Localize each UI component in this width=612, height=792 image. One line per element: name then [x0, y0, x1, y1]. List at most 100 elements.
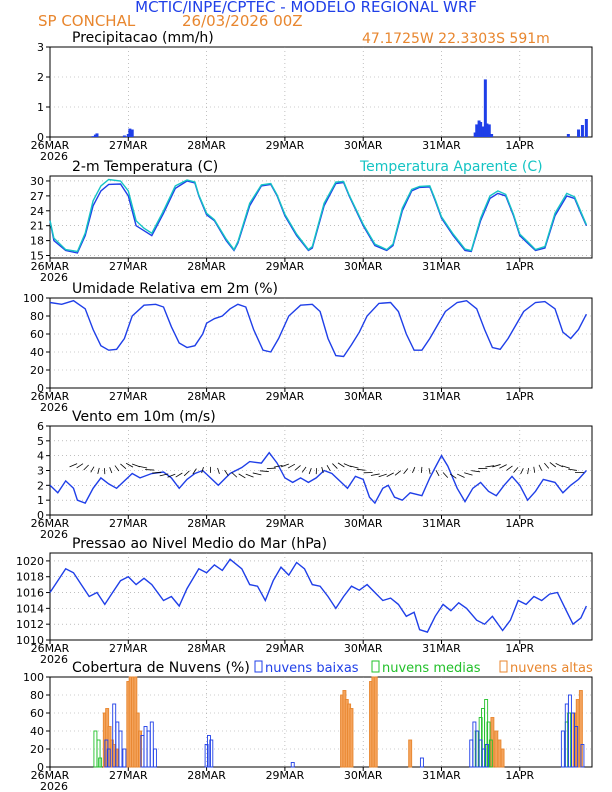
- x-tick-label: 1APR: [505, 390, 534, 403]
- series-line: [49, 451, 587, 505]
- wind-barb: [217, 467, 220, 475]
- cloud-bar: [373, 676, 378, 768]
- x-tick-label: 31MAR: [422, 139, 461, 152]
- y-tick-label: 1016: [16, 587, 44, 600]
- y-tick-label: 18: [30, 235, 44, 248]
- precip-bar: [577, 129, 581, 137]
- x-tick-label: 28MAR: [187, 139, 226, 152]
- wind-barb: [252, 472, 262, 476]
- cloud-bar: [419, 757, 424, 768]
- y-tick-label: 0: [37, 761, 44, 774]
- wind-barbs: [69, 462, 585, 479]
- precip-bar: [487, 124, 491, 137]
- header-title: MCTIC/INPE/CPTEC - MODELO REGIONAL WRF: [135, 0, 477, 16]
- y-tick-label: 24: [30, 205, 44, 218]
- wind-barb: [471, 470, 481, 473]
- cloud-bar: [349, 708, 354, 768]
- series-line: [49, 558, 588, 633]
- y-tick-label: 1012: [16, 618, 44, 631]
- cloud-bar: [497, 739, 502, 768]
- x-tick-label: 27MAR: [109, 517, 148, 530]
- x-tick-label: 31MAR: [422, 642, 461, 655]
- precip-bar: [473, 132, 477, 137]
- cloud-bar: [290, 762, 295, 768]
- wind-barb: [287, 463, 296, 469]
- wind-barb: [386, 472, 394, 477]
- cloud-bar: [106, 748, 111, 768]
- precip-bar: [130, 129, 134, 137]
- x-tick-label: 28MAR: [187, 769, 226, 782]
- x-year-label: 2026: [40, 780, 68, 792]
- y-tick-label: 1020: [16, 555, 44, 568]
- x-tick-label: 29MAR: [266, 769, 305, 782]
- x-tick-label: 1APR: [505, 517, 534, 530]
- cloud-bar: [580, 744, 585, 768]
- x-tick-label: 30MAR: [344, 390, 383, 403]
- x-tick-label: 30MAR: [344, 517, 383, 530]
- x-tick-label: 1APR: [505, 260, 534, 273]
- panel-title: 2-m Temperatura (C): [72, 159, 218, 175]
- x-tick-label: 29MAR: [266, 517, 305, 530]
- cloud-bar: [408, 739, 413, 768]
- wind-barb: [266, 467, 276, 469]
- wind-barb: [231, 472, 238, 478]
- wind-barb: [378, 473, 387, 478]
- wind-barb: [109, 467, 113, 474]
- cloud-bar: [560, 730, 565, 768]
- wind-barb: [259, 470, 269, 472]
- x-tick-label: 29MAR: [266, 642, 305, 655]
- y-tick-label: 40: [30, 346, 44, 359]
- wind-barb: [192, 468, 197, 475]
- header-location: SP CONCHAL: [38, 12, 136, 30]
- cloud-bar: [146, 730, 151, 768]
- cloud-bar: [122, 748, 127, 768]
- x-tick-label: 26MAR: [31, 517, 70, 530]
- cloud-bar: [143, 726, 148, 768]
- panel-frame: [49, 297, 593, 389]
- cloud-bar: [140, 735, 145, 768]
- wind-barb: [245, 473, 254, 478]
- precip-bar: [93, 134, 97, 137]
- wind-barb: [449, 473, 457, 479]
- x-tick-label: 28MAR: [187, 642, 226, 655]
- wind-barb: [337, 462, 345, 468]
- x-tick-label: 26MAR: [31, 390, 70, 403]
- cloud-bar: [574, 726, 579, 768]
- legend-swatch: [499, 660, 508, 673]
- y-tick-label: 30: [30, 175, 44, 188]
- cloud-bar: [149, 721, 154, 768]
- y-tick-label: 20: [30, 364, 44, 377]
- wind-barb: [499, 464, 507, 469]
- wind-barb: [568, 468, 578, 471]
- precip-bar: [91, 136, 95, 137]
- y-tick-label: 80: [30, 310, 44, 323]
- wind-barb: [152, 471, 162, 474]
- x-tick-label: 27MAR: [109, 260, 148, 273]
- wind-barb: [485, 465, 495, 468]
- cloud-bar: [104, 739, 109, 768]
- wind-barb: [464, 472, 473, 476]
- legend-swatch: [254, 660, 263, 673]
- y-tick-label: 20: [30, 743, 44, 756]
- precip-bar: [95, 133, 99, 137]
- panel-title-secondary: Temperatura Aparente (C): [359, 159, 543, 175]
- y-tick-label: 100: [23, 292, 44, 305]
- cloud-bar: [93, 730, 98, 768]
- x-tick-label: 28MAR: [187, 517, 226, 530]
- wind-barb: [97, 467, 100, 474]
- panel-title: Cobertura de Nuvens (%): [72, 660, 250, 676]
- wind-barb: [394, 470, 402, 476]
- y-tick-label: 3: [37, 465, 44, 478]
- wind-barb: [76, 463, 84, 469]
- x-tick-label: 29MAR: [266, 390, 305, 403]
- y-tick-label: 5: [37, 435, 44, 448]
- y-tick-label: 21: [30, 220, 44, 233]
- wind-barb: [370, 473, 380, 476]
- x-tick-label: 26MAR: [31, 139, 70, 152]
- wind-barb: [273, 464, 283, 468]
- wind-barb: [428, 468, 431, 475]
- cloud-bar: [488, 739, 493, 768]
- x-tick-label: 27MAR: [109, 642, 148, 655]
- series-line: [49, 180, 588, 254]
- x-tick-label: 26MAR: [31, 260, 70, 273]
